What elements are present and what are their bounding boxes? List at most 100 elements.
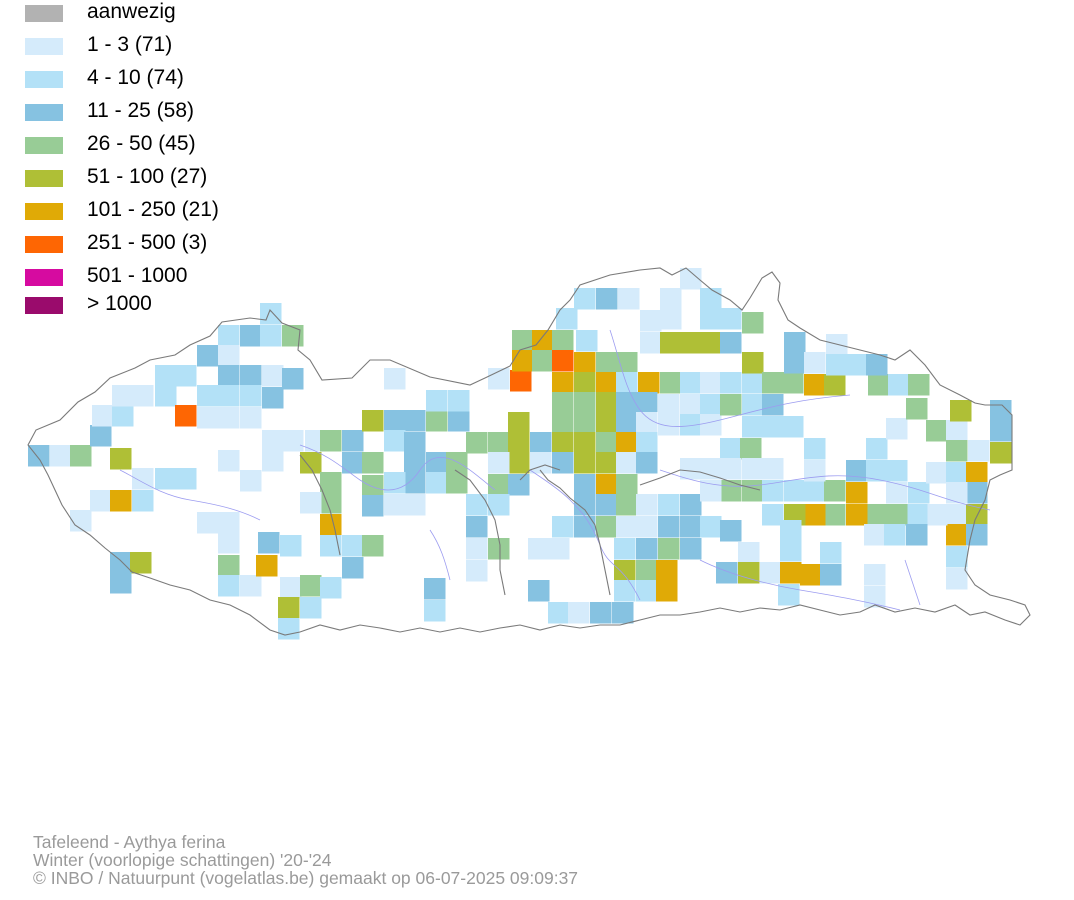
grid-cell — [616, 372, 638, 394]
grid-cell — [636, 494, 658, 516]
grid-cell — [218, 325, 240, 347]
grid-cell — [762, 416, 784, 438]
grid-cell — [638, 372, 660, 394]
grid-cell — [240, 325, 262, 347]
grid-cell — [966, 524, 988, 546]
grid-cell — [28, 445, 50, 467]
grid-cell — [110, 572, 132, 594]
grid-cell — [950, 400, 972, 422]
grid-cell — [612, 602, 634, 624]
grid-cell — [720, 308, 742, 330]
grid-cell — [574, 494, 596, 516]
grid-cell — [614, 560, 636, 582]
grid-cell — [218, 385, 240, 407]
legend-label: 501 - 1000 — [87, 264, 188, 287]
grid-cell — [552, 392, 574, 414]
grid-cell — [300, 452, 322, 474]
grid-cell — [720, 332, 742, 354]
grid-cell — [658, 394, 680, 416]
grid-cell — [282, 325, 304, 347]
grid-cell — [218, 450, 240, 472]
grid-cell — [700, 414, 722, 436]
grid-cell — [846, 482, 868, 504]
grid-cell — [112, 385, 134, 407]
grid-cell — [424, 578, 446, 600]
grid-cell — [218, 407, 240, 429]
legend-swatch — [25, 71, 63, 88]
grid-cell — [404, 432, 426, 454]
grid-cell — [866, 438, 888, 460]
grid-cell — [906, 504, 928, 526]
grid-cell — [466, 494, 488, 516]
grid-cell — [826, 354, 848, 376]
grid-cell — [640, 332, 662, 354]
grid-cell — [804, 480, 826, 502]
grid-cell — [280, 577, 302, 599]
grid-cell — [680, 372, 702, 394]
grid-cell — [596, 352, 618, 374]
grid-cell — [782, 416, 804, 438]
grid-cell — [155, 385, 177, 407]
grid-cell — [218, 345, 240, 367]
grid-cell — [175, 468, 197, 490]
grid-cell — [762, 458, 784, 480]
grid-cell — [660, 308, 682, 330]
grid-cell — [824, 504, 846, 526]
grid-cell — [446, 452, 468, 474]
grid-cell — [320, 514, 342, 536]
grid-cell — [320, 492, 342, 514]
grid-cell — [404, 452, 426, 474]
grid-cell — [155, 468, 177, 490]
grid-cell — [700, 516, 722, 538]
grid-cell — [636, 538, 658, 560]
grid-cell — [784, 352, 806, 374]
grid-cell — [508, 432, 530, 454]
grid-cell — [762, 372, 784, 394]
grid-cell — [112, 405, 134, 427]
grid-cell — [240, 385, 262, 407]
grid-cell — [70, 510, 92, 532]
grid-cell — [342, 535, 364, 557]
grid-cell — [780, 520, 802, 542]
grid-cell — [656, 560, 678, 582]
grid-cell — [866, 504, 888, 526]
grid-cell — [426, 472, 448, 494]
grid-cell — [530, 432, 552, 454]
grid-cell — [614, 580, 636, 602]
grid-cell — [596, 452, 618, 474]
grid-cell — [846, 460, 868, 482]
grid-cell — [488, 494, 510, 516]
legend-label: 4 - 10 (74) — [87, 66, 184, 89]
grid-cell — [552, 412, 574, 434]
grid-cell — [110, 448, 132, 470]
grid-cell — [362, 475, 384, 497]
grid-cell — [946, 482, 968, 504]
grid-cell — [596, 392, 618, 414]
grid-cell — [155, 365, 177, 387]
grid-cell — [262, 387, 284, 409]
grid-cell — [762, 394, 784, 416]
grid-cell — [720, 394, 742, 416]
grid-cell — [258, 532, 280, 554]
grid-cell — [532, 350, 554, 372]
grid-cell — [636, 516, 658, 538]
grid-cell — [636, 580, 658, 602]
grid-cell — [240, 470, 262, 492]
grid-cell — [218, 365, 240, 387]
grid-cell — [342, 557, 364, 579]
grid-cell — [262, 365, 284, 387]
grid-cell — [197, 345, 219, 367]
grid-cell — [342, 452, 364, 474]
grid-cell — [660, 332, 682, 354]
grid-cell — [680, 394, 702, 416]
grid-cell — [512, 350, 534, 372]
rivers — [119, 329, 991, 611]
legend-swatch — [25, 38, 63, 55]
grid-cell — [404, 494, 426, 516]
grid-cell — [426, 390, 448, 412]
grid-cell — [616, 494, 638, 516]
grid-cell — [804, 352, 826, 374]
legend-label: > 1000 — [87, 292, 152, 315]
grid-cell — [618, 288, 640, 310]
grid-cell — [966, 462, 988, 484]
